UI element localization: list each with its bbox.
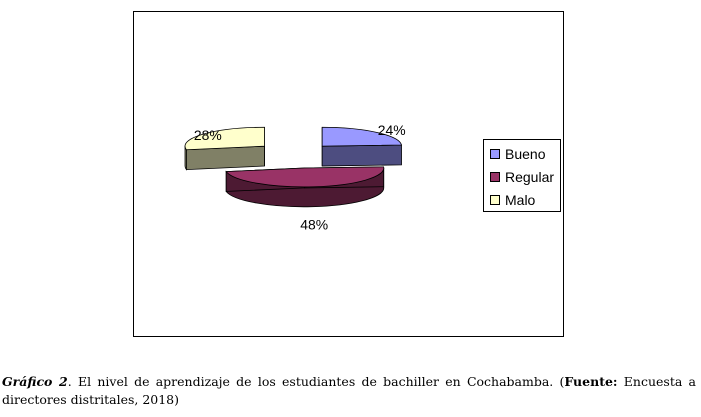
pie-chart: 24% 48% 28%: [184, 122, 406, 233]
legend-item-regular: Regular: [490, 169, 554, 185]
pie-slice-regular: [225, 166, 385, 208]
legend: Bueno Regular Malo: [483, 139, 561, 212]
chart-area: 24% 48% 28% Bueno Regular Malo: [133, 11, 564, 337]
data-label-bueno: 24%: [378, 122, 406, 138]
legend-item-malo: Malo: [490, 192, 535, 208]
legend-swatch-malo: [490, 195, 500, 205]
legend-label-malo: Malo: [505, 192, 536, 208]
legend-label-bueno: Bueno: [505, 146, 546, 162]
pie-slice-bueno: [321, 126, 403, 167]
caption-source-text: Encuesta a directores distritales, 2018): [2, 374, 696, 407]
legend-label-regular: Regular: [505, 169, 555, 185]
caption-label: Gráfico 2: [2, 374, 68, 389]
legend-swatch-regular: [490, 172, 500, 182]
figure-caption: Gráfico 2. El nivel de aprendizaje de lo…: [2, 373, 696, 409]
data-label-regular: 48%: [300, 217, 328, 233]
data-label-malo: 28%: [194, 127, 222, 143]
legend-swatch-bueno: [490, 149, 500, 159]
caption-source-label: Fuente:: [564, 374, 618, 389]
pie-slice-malo: [184, 126, 265, 171]
legend-item-bueno: Bueno: [490, 146, 545, 162]
caption-text: . El nivel de aprendizaje de los estudia…: [67, 374, 565, 389]
